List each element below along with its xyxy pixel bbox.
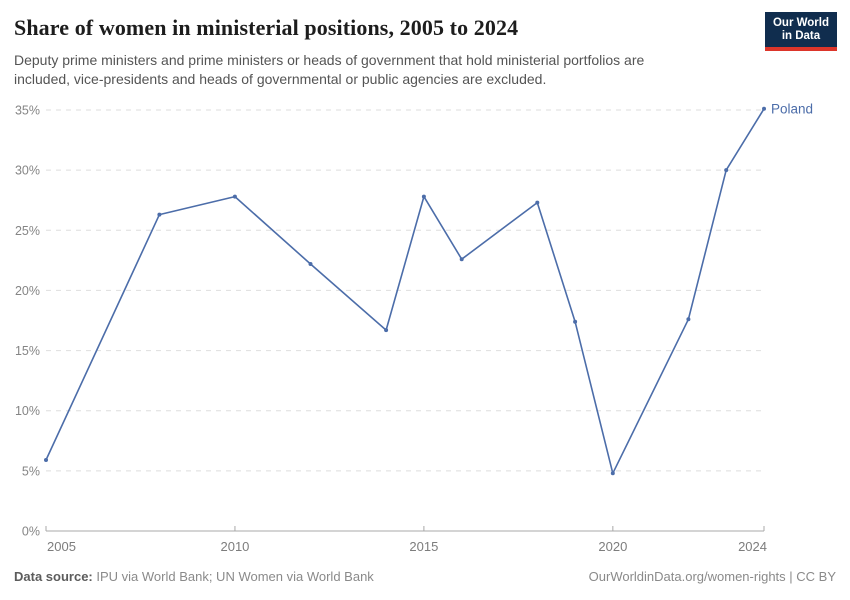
series-line-poland[interactable]: [45, 108, 765, 475]
chart-subtitle: Deputy prime ministers and prime ministe…: [14, 52, 645, 87]
y-tick-label: 0%: [22, 525, 40, 539]
y-tick-label: 25%: [15, 224, 40, 238]
data-point-marker[interactable]: [459, 257, 464, 262]
x-tick-label: 2015: [409, 539, 438, 554]
data-point-marker[interactable]: [308, 262, 313, 266]
y-tick-label: 30%: [15, 164, 40, 178]
data-point-marker[interactable]: [535, 200, 540, 205]
y-tick-label: 15%: [15, 344, 40, 358]
x-tick-label: 2010: [220, 539, 249, 554]
page-title: Share of women in ministerial positions,…: [14, 15, 519, 40]
data-point-marker[interactable]: [157, 212, 162, 217]
y-tick-label: 20%: [15, 284, 40, 298]
data-source-text: IPU via World Bank; UN Women via World B…: [92, 569, 374, 584]
owid-logo-line1: Our World: [772, 17, 829, 29]
data-source-label: Data source:: [14, 569, 93, 584]
data-point-marker[interactable]: [421, 194, 426, 199]
license-note[interactable]: OurWorldinData.org/women-rights | CC BY: [588, 569, 836, 584]
owid-logo: Our World in Data: [764, 12, 837, 51]
data-point-marker[interactable]: [384, 328, 389, 333]
x-tick-label: 2024: [738, 539, 767, 554]
x-tick-label: 2005: [47, 539, 76, 554]
series-end-label[interactable]: Poland: [771, 101, 813, 116]
data-source-note: Data source: IPU via World Bank; UN Wome…: [14, 569, 374, 584]
data-point-marker[interactable]: [724, 168, 729, 173]
data-point-marker[interactable]: [573, 319, 578, 324]
data-point-marker[interactable]: [232, 194, 237, 199]
y-tick-label: 10%: [15, 404, 40, 418]
y-tick-label: 5%: [22, 464, 40, 478]
x-tick-label: 2020: [598, 539, 627, 554]
owid-logo-line2: in Data: [781, 30, 821, 42]
data-point-marker[interactable]: [610, 471, 615, 476]
data-point-marker[interactable]: [686, 317, 691, 322]
data-point-marker[interactable]: [762, 106, 766, 111]
y-tick-label: 35%: [15, 104, 40, 118]
data-point-marker[interactable]: [44, 458, 48, 462]
